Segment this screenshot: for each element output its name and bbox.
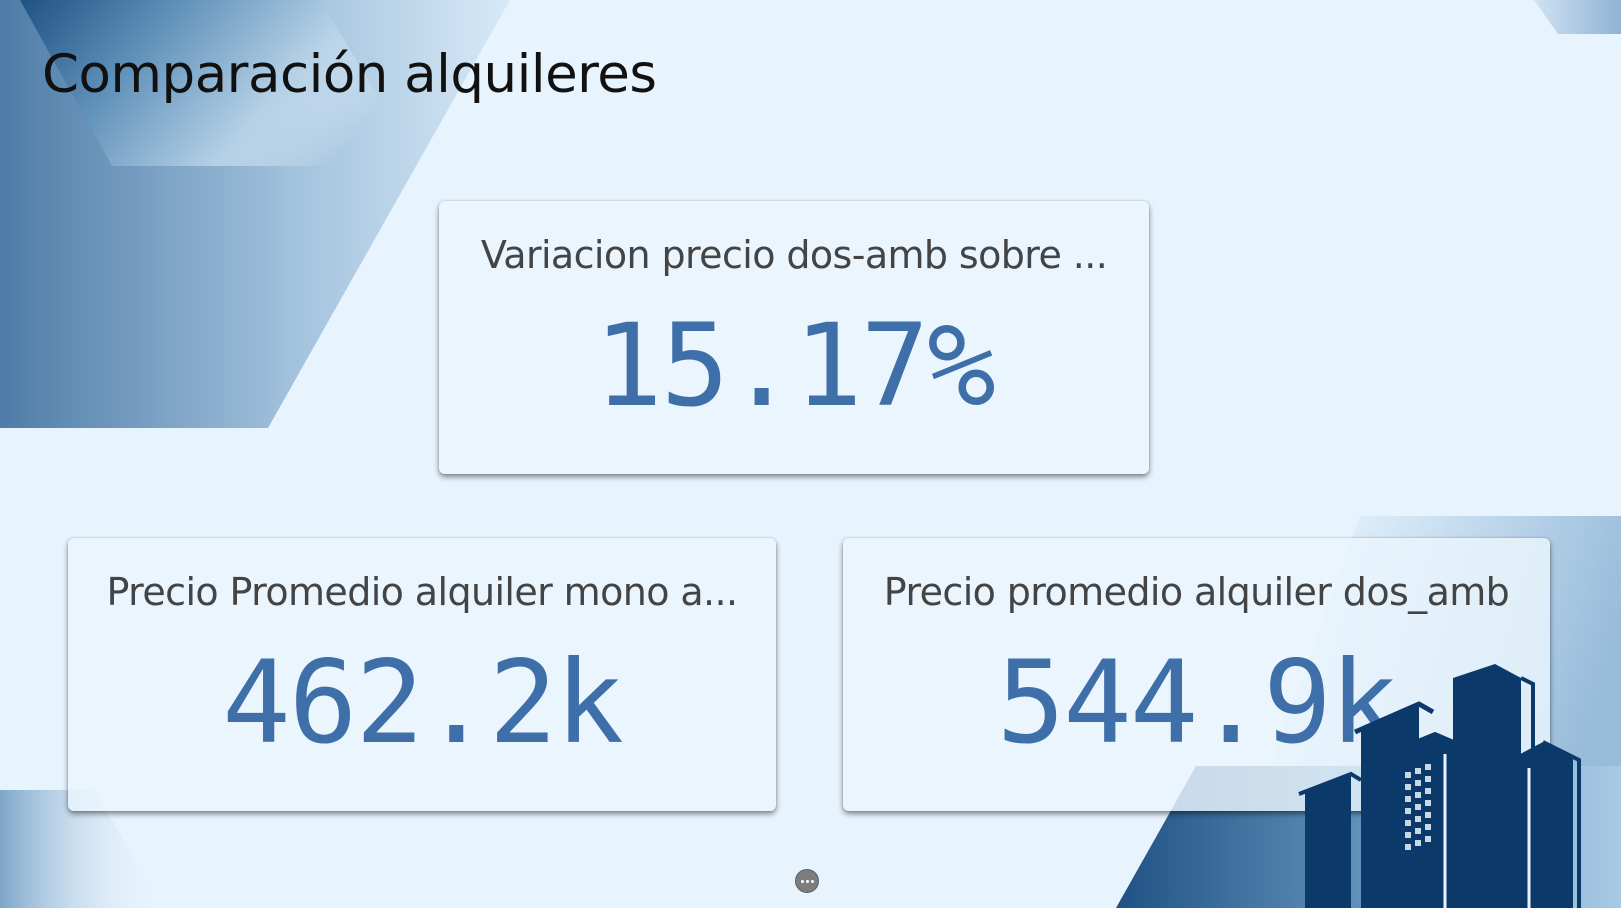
kpi-card-precio-mono[interactable]: Precio Promedio alquiler mono a... 462.2… xyxy=(68,538,776,811)
page-title: Comparación alquileres xyxy=(42,44,657,105)
dot xyxy=(811,880,814,883)
kpi-label: Precio promedio alquiler dos_amb xyxy=(883,570,1510,614)
kpi-value: 544.9k xyxy=(996,636,1399,769)
kpi-label: Precio Promedio alquiler mono a... xyxy=(106,570,739,614)
kpi-card-variacion[interactable]: Variacion precio dos-amb sobre ... 15.17… xyxy=(439,201,1149,474)
kpi-value: 15.17% xyxy=(594,299,996,432)
kpi-label: Variacion precio dos-amb sobre ... xyxy=(480,233,1108,277)
dot xyxy=(801,880,804,883)
dot xyxy=(806,880,809,883)
more-options-icon[interactable] xyxy=(795,869,819,893)
city-buildings-icon xyxy=(1298,664,1581,908)
kpi-value: 462.2k xyxy=(222,636,624,769)
